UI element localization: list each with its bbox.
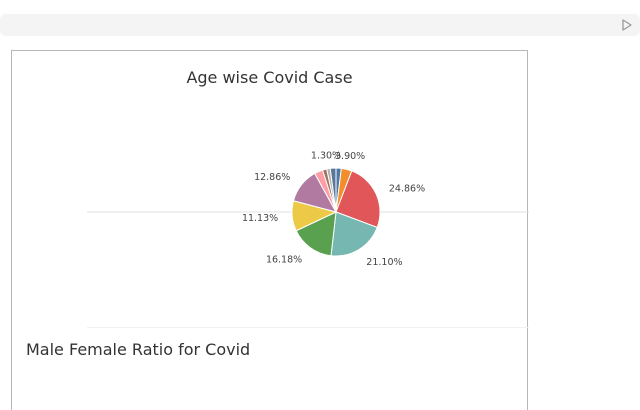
toolbar	[0, 14, 640, 36]
pie-slices	[291, 167, 381, 257]
pie-slice-10[interactable]	[329, 167, 337, 213]
pie-chart: 3.90% 24.86% 21.10% 16.18% 11.13% 12.86% 1.30%	[87, 150, 529, 268]
pie-slice-4[interactable]	[295, 211, 337, 257]
chart-title: Age wise Covid Case	[186, 68, 353, 87]
pie-slice-2[interactable]	[335, 170, 381, 229]
pie-label-6: 12.86%	[254, 172, 290, 183]
pie-label-9: 1.30%	[311, 150, 341, 161]
pie-labels: 3.90% 24.86% 21.10% 16.18% 11.13% 12.86% 1.30%	[242, 150, 425, 268]
pie-slice-3[interactable]	[330, 211, 378, 257]
pie-label-5: 11.13%	[242, 213, 278, 224]
play-icon[interactable]	[622, 19, 632, 31]
chart-area: 3.90% 24.86% 21.10% 16.18% 11.13% 12.86% 1.30%	[87, 99, 529, 328]
pie-label-1: 3.90%	[335, 151, 365, 162]
section-title-male-female: Male Female Ratio for Covid	[26, 340, 251, 359]
dashboard-panel: Age wise Covid Case 3.90% 24.86% 21.10% 16.…	[11, 50, 529, 410]
pie-label-2: 24.86%	[389, 184, 425, 195]
pie-label-3: 21.10%	[366, 257, 402, 268]
pie-label-4: 16.18%	[266, 255, 302, 266]
